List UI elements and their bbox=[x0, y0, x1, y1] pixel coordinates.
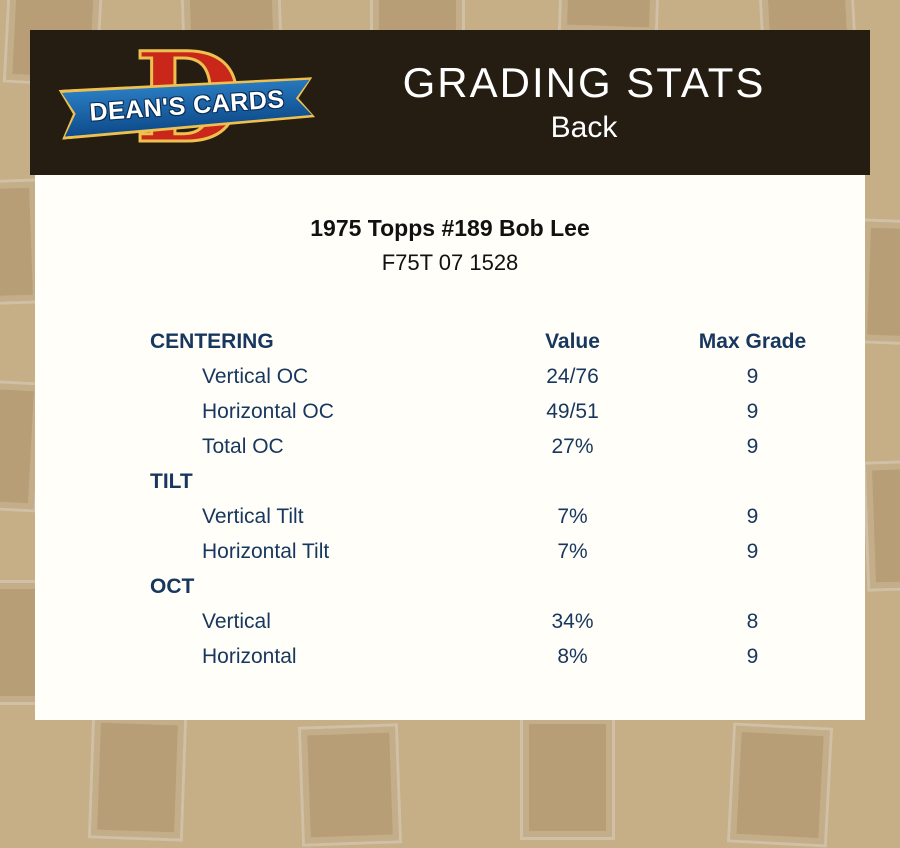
background-card bbox=[726, 722, 834, 848]
header-bar: D DEAN'S CARDS GRADING STATS Back bbox=[30, 30, 870, 175]
row-value: 24/76 bbox=[546, 365, 599, 388]
empty-cell bbox=[660, 464, 845, 499]
deans-cards-logo[interactable]: D DEAN'S CARDS bbox=[58, 30, 318, 170]
row-max-grade: 8 bbox=[746, 610, 759, 633]
row-label: Horizontal OC bbox=[202, 400, 334, 423]
section-label-oct: OCT bbox=[150, 575, 195, 598]
card-code: F75T 07 1528 bbox=[381, 250, 519, 275]
row-value: 34% bbox=[551, 610, 594, 633]
logo-text: DEAN'S CARDS bbox=[88, 84, 286, 127]
empty-cell bbox=[660, 569, 845, 604]
row-max-grade: 9 bbox=[746, 645, 759, 668]
section-label-centering: CENTERING bbox=[150, 330, 274, 353]
row-max-grade: 9 bbox=[746, 400, 759, 423]
row-max-grade: 9 bbox=[746, 540, 759, 563]
card-title: 1975 Topps #189 Bob Lee bbox=[310, 215, 590, 241]
row-label: Horizontal Tilt bbox=[202, 540, 330, 563]
row-max-grade: 9 bbox=[746, 435, 759, 458]
row-label: Horizontal bbox=[202, 645, 297, 668]
background-card bbox=[520, 715, 615, 840]
row-value: 27% bbox=[551, 435, 594, 458]
row-label: Total OC bbox=[202, 435, 284, 458]
page-subtitle: Back bbox=[550, 110, 618, 144]
background-card bbox=[297, 723, 403, 847]
header-titles: GRADING STATS Back bbox=[318, 58, 870, 148]
row-value: 49/51 bbox=[546, 400, 599, 423]
grading-stats-table: CENTERING Value Max Grade Vertical OC 24… bbox=[150, 324, 865, 674]
row-label: Vertical bbox=[202, 610, 271, 633]
row-value: 8% bbox=[557, 645, 588, 668]
column-header-value: Value bbox=[545, 330, 600, 353]
row-max-grade: 9 bbox=[746, 365, 759, 388]
row-label: Vertical Tilt bbox=[202, 505, 304, 528]
row-value: 7% bbox=[557, 505, 588, 528]
column-header-max-grade: Max Grade bbox=[698, 330, 807, 353]
page-title: GRADING STATS bbox=[402, 58, 766, 106]
row-label: Vertical OC bbox=[202, 365, 309, 388]
empty-cell bbox=[485, 464, 660, 499]
content-panel: 1975 Topps #189 Bob Lee F75T 07 1528 CEN… bbox=[35, 175, 865, 720]
empty-cell bbox=[485, 569, 660, 604]
row-value: 7% bbox=[557, 540, 588, 563]
background-card bbox=[87, 713, 188, 842]
section-label-tilt: TILT bbox=[150, 470, 193, 493]
row-max-grade: 9 bbox=[746, 505, 759, 528]
background-card bbox=[862, 458, 900, 592]
